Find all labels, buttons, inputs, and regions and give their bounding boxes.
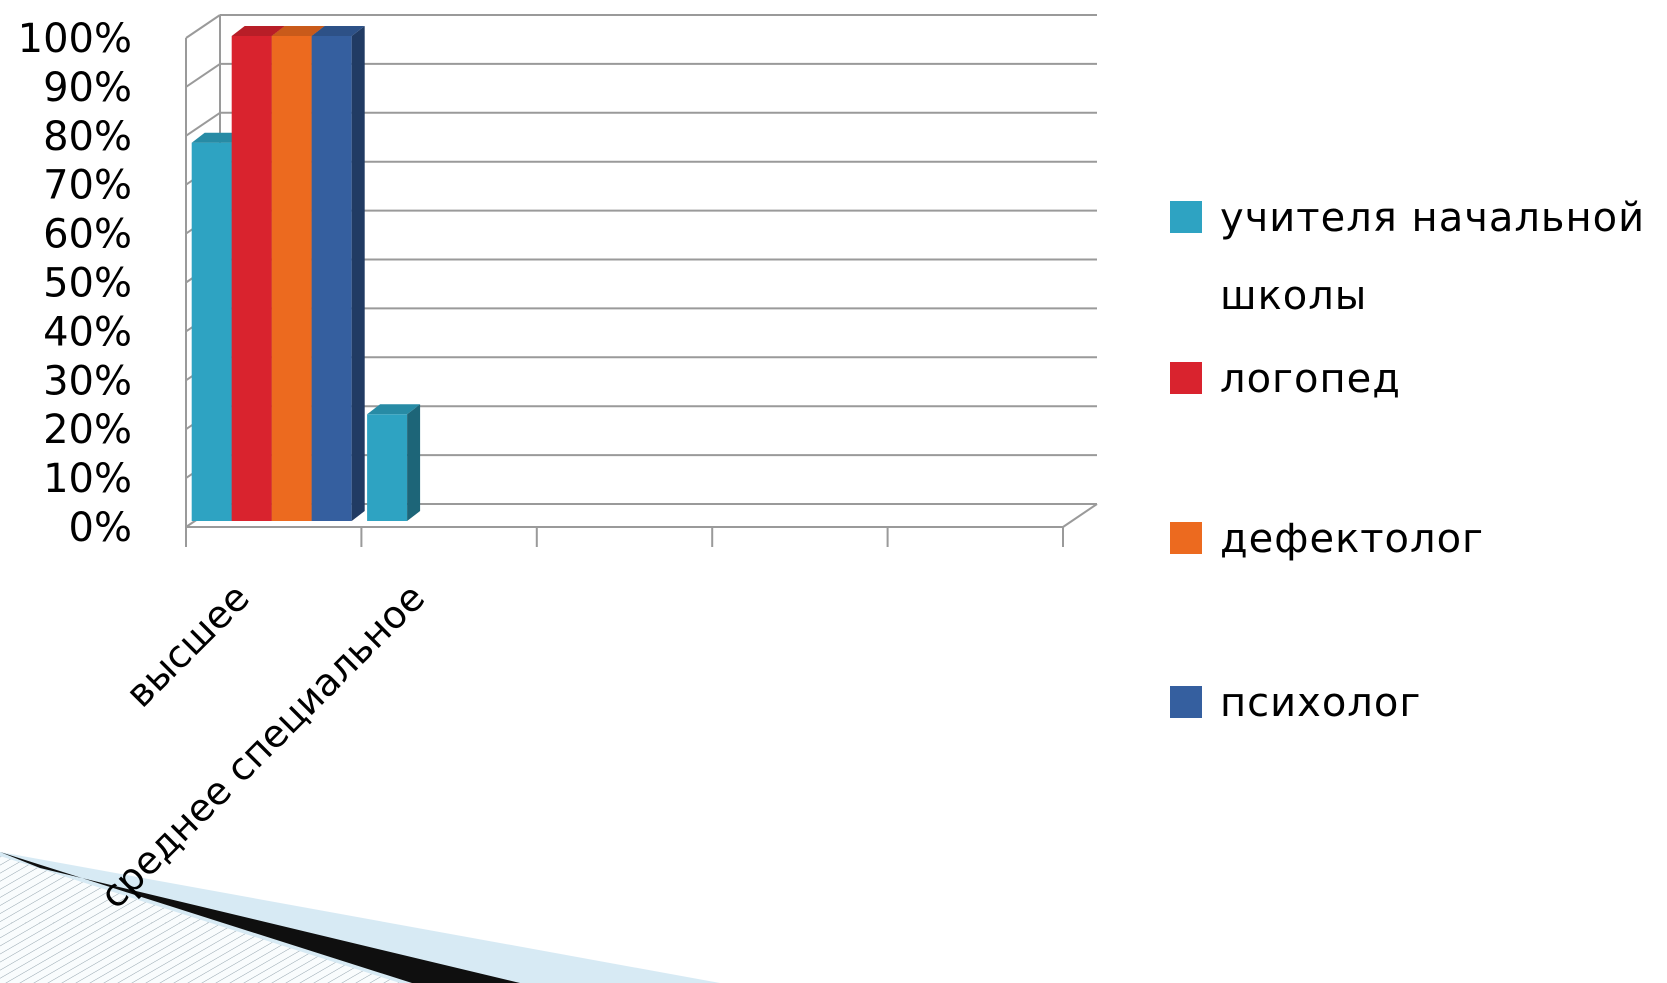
bar-top — [367, 404, 421, 415]
bar-front — [231, 36, 272, 521]
bar-front — [367, 414, 408, 521]
y-tick-label: 100% — [18, 16, 132, 62]
bar-front — [311, 36, 352, 521]
legend-item: дефектолог — [1170, 516, 1484, 562]
legend-swatch — [1170, 522, 1202, 554]
legend-label: психолог — [1220, 680, 1421, 726]
gridline-side — [185, 14, 221, 39]
bars — [191, 26, 421, 521]
y-tick-label: 0% — [69, 505, 132, 551]
gridline-side — [185, 111, 221, 137]
legend-swatch — [1170, 362, 1202, 394]
legend-label: дефектолог — [1220, 516, 1484, 562]
floor-edge — [1062, 503, 1098, 528]
bar-top — [191, 132, 245, 143]
y-tick-label: 50% — [43, 261, 132, 307]
legend: учителя начальной школы логопед дефектолог п… — [1170, 195, 1645, 726]
y-tick-label: 10% — [43, 456, 132, 502]
corner-decoration — [0, 852, 720, 983]
legend-swatch — [1170, 201, 1202, 233]
y-tick-labels: 0%10%20%30%40%50%60%70%80%90%100% — [18, 16, 132, 551]
y-tick-label: 80% — [43, 114, 132, 160]
legend-label: логопед — [1220, 356, 1401, 402]
gridline-side — [185, 63, 221, 88]
bar-front — [271, 36, 312, 521]
y-tick-label: 90% — [43, 65, 132, 111]
y-tick-label: 20% — [43, 407, 132, 453]
bar-front — [191, 142, 232, 521]
x-category-label: высшее — [117, 575, 258, 716]
legend-swatch — [1170, 686, 1202, 718]
legend-item: учителя начальной школы — [1170, 195, 1645, 319]
y-tick-label: 70% — [43, 163, 132, 209]
legend-item: логопед — [1170, 356, 1401, 402]
legend-label: школы — [1220, 273, 1367, 319]
bar — [367, 404, 421, 521]
bar — [311, 26, 365, 521]
bar-side — [407, 404, 421, 521]
y-tick-label: 30% — [43, 358, 132, 404]
bar-side — [351, 26, 365, 521]
y-tick-label: 60% — [43, 212, 132, 258]
legend-label: учителя начальной — [1220, 195, 1645, 241]
bar-top — [311, 26, 365, 36]
x-category-label: среднее специальное — [91, 575, 433, 917]
bar-top — [231, 26, 285, 36]
y-tick-label: 40% — [43, 309, 132, 355]
corner-hatch-overlay — [0, 856, 400, 983]
legend-item: психолог — [1170, 680, 1421, 726]
bar-top — [271, 26, 325, 36]
